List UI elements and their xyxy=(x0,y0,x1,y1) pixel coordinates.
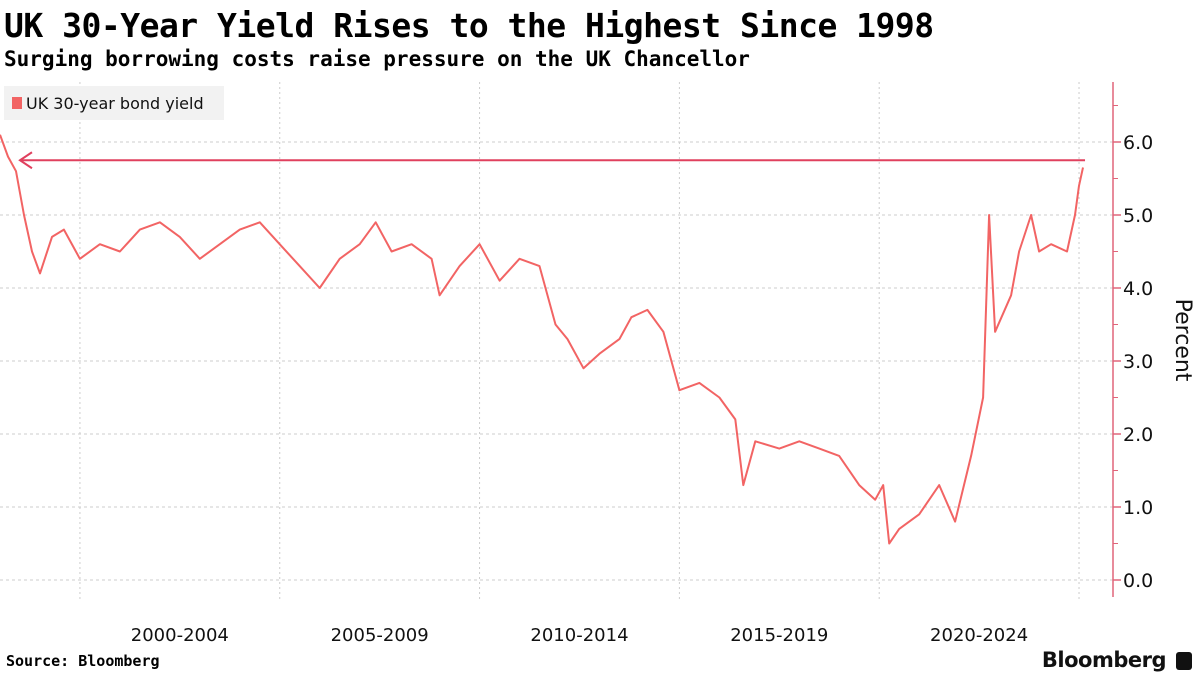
chart-subtitle: Surging borrowing costs raise pressure o… xyxy=(4,47,750,71)
y-tick-label: 1.0 xyxy=(1123,497,1153,519)
y-tick-label: 0.0 xyxy=(1123,570,1153,592)
chart-title: UK 30-Year Yield Rises to the Highest Si… xyxy=(4,6,934,45)
y-axis-label: Percent xyxy=(1170,299,1195,382)
x-tick-label: 2000-2004 xyxy=(131,625,229,646)
legend-swatch xyxy=(12,97,22,109)
y-tick-label: 6.0 xyxy=(1123,132,1153,154)
x-tick-label: 2020-2024 xyxy=(930,625,1028,646)
legend: UK 30-year bond yield xyxy=(4,86,224,120)
x-tick-label: 2010-2014 xyxy=(530,625,628,646)
y-tick-label: 2.0 xyxy=(1123,424,1153,446)
legend-label: UK 30-year bond yield xyxy=(26,93,204,113)
reference-arrowhead xyxy=(18,151,33,170)
source-note: Source: Bloomberg xyxy=(6,652,160,670)
series-line xyxy=(0,134,1084,545)
x-tick-label: 2005-2009 xyxy=(331,625,429,646)
y-tick-label: 3.0 xyxy=(1123,351,1153,373)
x-tick-label: 2015-2019 xyxy=(730,625,828,646)
y-tick-label: 5.0 xyxy=(1123,205,1153,227)
y-tick-label: 4.0 xyxy=(1123,278,1153,300)
brand-logo: Bloomberg xyxy=(1041,648,1167,672)
bloomberg-icon xyxy=(1176,652,1192,670)
